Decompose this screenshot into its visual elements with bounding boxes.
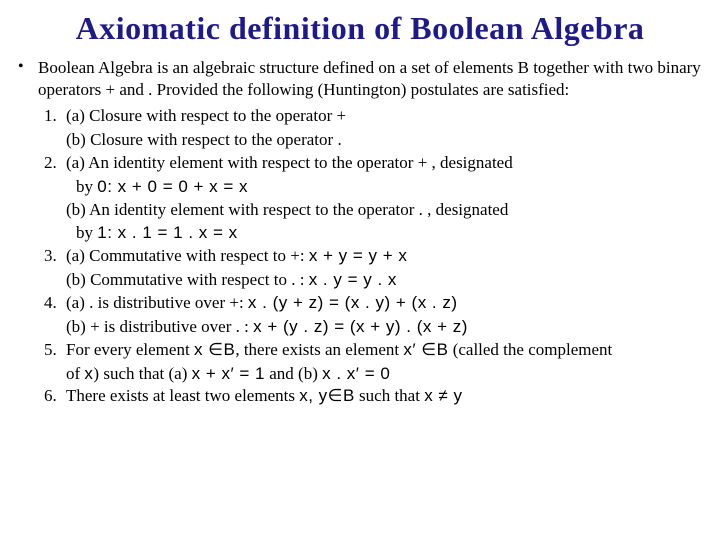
p4a-code: x . (y + z) = (x . y) + (x . z) — [248, 293, 458, 312]
p2a: (a) An identity element with respect to … — [66, 153, 513, 172]
p4b-pre: (b) + is distributive over . : — [66, 317, 253, 336]
p3a-code: x + y = y + x — [309, 246, 408, 265]
p2b-code: 1: x . 1 = 1 . x = x — [97, 223, 237, 242]
p2a-by-pre: by — [76, 177, 97, 196]
postulate-1: 1.(a) Closure with respect to the operat… — [44, 105, 702, 128]
page-title: Axiomatic definition of Boolean Algebra — [18, 10, 702, 47]
postulate-3: 3.(a) Commutative with respect to +: x +… — [44, 245, 702, 268]
p5-l1-pre: For every element — [66, 340, 194, 359]
p4b: (b) + is distributive over . : x + (y . … — [66, 316, 702, 339]
p3b: (b) Commutative with respect to . : x . … — [66, 269, 702, 292]
postulate-list: 1.(a) Closure with respect to the operat… — [44, 105, 702, 408]
p3a-pre: (a) Commutative with respect to +: — [66, 246, 309, 265]
p4-num: 4. — [44, 292, 66, 315]
postulate-4: 4.(a) . is distributive over +: x . (y +… — [44, 292, 702, 315]
p5-line2: of x) such that (a) x + x′ = 1 and (b) x… — [66, 363, 702, 386]
p6-c1: x, y∈B — [299, 386, 355, 405]
p5-l1-post: (called the complement — [448, 340, 612, 359]
p4a-pre: (a) . is distributive over +: — [66, 293, 248, 312]
p6-num: 6. — [44, 385, 66, 408]
p2b-by-pre: by — [76, 223, 97, 242]
p2b-by: by 1: x . 1 = 1 . x = x — [76, 222, 702, 245]
intro-text: Boolean Algebra is an algebraic structur… — [38, 58, 701, 99]
p6-c2: x ≠ y — [424, 386, 462, 405]
p5-l1-c1: x ∈B — [194, 340, 235, 359]
p2b: (b) An identity element with respect to … — [66, 199, 702, 222]
postulate-2: 2.(a) An identity element with respect t… — [44, 152, 702, 175]
p5-num: 5. — [44, 339, 66, 362]
bullet-body: Boolean Algebra is an algebraic structur… — [38, 57, 702, 409]
p1b: (b) Closure with respect to the operator… — [66, 129, 702, 152]
p5-l1-mid: , there exists an element — [235, 340, 403, 359]
postulate-5: 5. For every element x ∈B, there exists … — [44, 339, 702, 362]
p3b-code: x . y = y . x — [309, 270, 397, 289]
p6-mid: such that — [355, 386, 424, 405]
p2a-by: by 0: x + 0 = 0 + x = x — [76, 176, 702, 199]
bullet-dot: • — [18, 57, 38, 409]
p1a: (a) Closure with respect to the operator… — [66, 106, 346, 125]
main-bullet: • Boolean Algebra is an algebraic struct… — [18, 57, 702, 409]
p5-l2-c2: x . x′ = 0 — [322, 364, 390, 383]
p2-num: 2. — [44, 152, 66, 175]
p5-l2-c1: x + x′ = 1 — [192, 364, 265, 383]
p5-l2-m1: ) such that (a) — [93, 364, 191, 383]
p6-pre: There exists at least two elements — [66, 386, 299, 405]
p5-l2-m2: and (b) — [265, 364, 322, 383]
p3-num: 3. — [44, 245, 66, 268]
p3b-pre: (b) Commutative with respect to . : — [66, 270, 309, 289]
p5-l1-c2: x′ ∈B — [403, 340, 448, 359]
p4b-code: x + (y . z) = (x + y) . (x + z) — [253, 317, 468, 336]
p5-l2-pre: of — [66, 364, 84, 383]
p1-num: 1. — [44, 105, 66, 128]
postulate-6: 6. There exists at least two elements x,… — [44, 385, 702, 408]
p2a-code: 0: x + 0 = 0 + x = x — [97, 177, 248, 196]
